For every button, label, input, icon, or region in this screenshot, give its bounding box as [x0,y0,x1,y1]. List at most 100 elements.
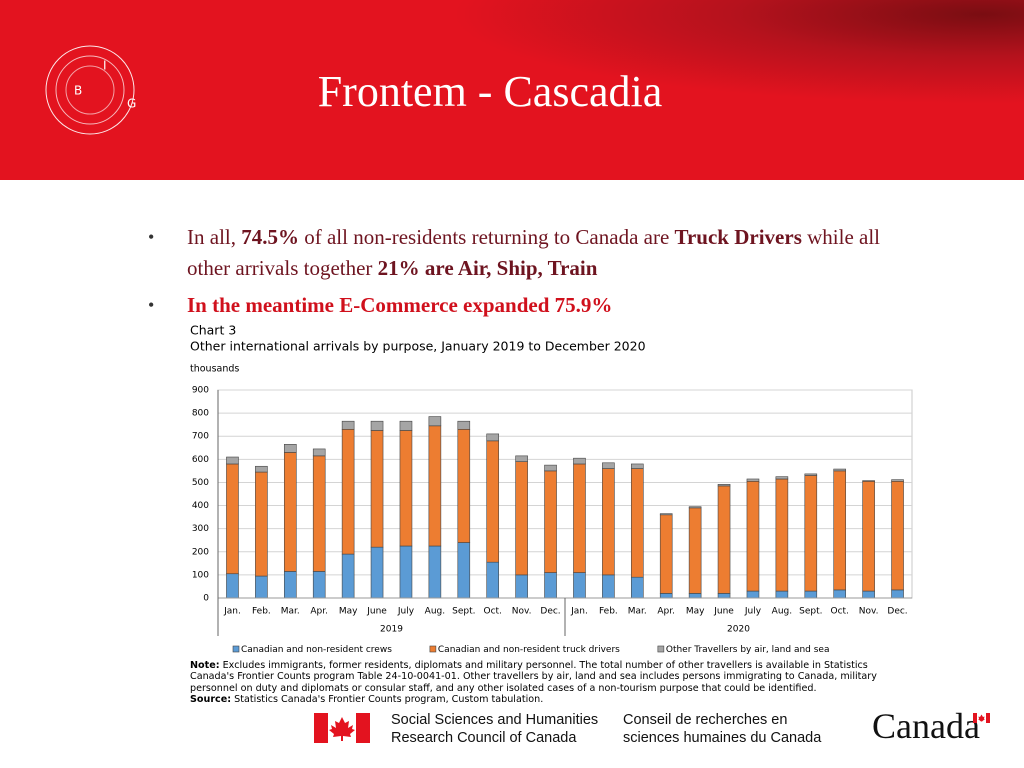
bullet-list: • In all, 74.5% of all non-residents retu… [148,222,908,327]
bar-segment [833,470,847,591]
bar-segment [602,574,615,599]
bar-segment [399,420,413,431]
bar-segment [399,430,413,547]
bar-segment [370,546,384,599]
x-tick-label: Nov. [512,607,532,617]
y-tick-label: 0 [203,594,209,604]
bullet-text: In all, [187,225,242,249]
bar-segment [688,506,702,509]
bar-segment [370,420,384,431]
bar-segment [312,448,326,457]
x-tick-label: Jan. [223,607,241,617]
bullet-dot: • [148,295,155,315]
chart-title: Chart 3 [190,323,236,338]
x-tick-label: July [397,607,415,617]
bar-segment [226,456,239,465]
bar-segment [544,464,557,472]
bar-segment [688,593,702,599]
legend-swatch [429,645,437,653]
y-tick-label: 200 [192,547,209,557]
bar-segment [717,483,731,487]
x-tick-label: June [713,607,734,617]
footer-line: Conseil de recherches en [623,712,788,728]
maple-leaf [978,714,985,722]
bar-segment [341,428,355,555]
bar-segment [688,507,702,594]
bullet: • In the meantime E-Commerce expanded 75.… [148,290,908,321]
x-tick-label: Sept. [452,607,475,617]
flag-bar [986,713,990,723]
x-group-label: 2019 [380,625,403,635]
note-text: Excludes immigrants, former residents, d… [190,660,877,694]
x-tick-label: Aug. [772,607,792,617]
footer-line: sciences humaines du Canada [623,730,822,746]
logo: B I G [45,45,136,135]
bar-segment [486,433,500,442]
bar-segment [862,480,875,592]
bar-segment [399,545,413,599]
bar-segment [862,590,875,599]
x-tick-label: Apr. [310,607,328,617]
x-tick-label: Feb. [252,607,271,617]
bullet: • In all, 74.5% of all non-residents retu… [148,222,908,284]
slide-title: Frontem - Cascadia [317,67,663,116]
note-label: Note: [190,660,220,671]
y-axis-unit: thousands [190,364,239,375]
bar-segment [659,593,673,599]
bar-segment [775,478,789,592]
bar-segment [457,542,471,599]
logo-letter: B [74,84,82,98]
bar-segment [457,428,471,543]
bullet-text: Truck Drivers [674,225,802,249]
y-tick-label: 300 [192,524,209,534]
maple-leaf [329,717,355,741]
bar-segment [891,480,904,591]
footer-line: Research Council of Canada [391,730,577,746]
legend-label: Other Travellers by air, land and sea [666,645,830,655]
bar-segment [255,471,268,577]
logo-letter: I [103,59,107,73]
source-label: Source: [190,694,232,706]
x-tick-label: Oct. [483,607,501,617]
bar-segment [833,468,847,472]
logo-ring [65,65,115,115]
bar-segment [833,589,847,599]
bar-segment [891,589,904,599]
bullet-text: 74.5% [241,225,299,249]
bar-segment [486,440,500,563]
wordmark-flag [973,713,990,723]
bar-segment [486,561,500,599]
bar-segment [891,479,904,482]
chart-subtitle: Other international arrivals by purpose,… [190,339,646,354]
bar-segment [862,480,875,482]
bar-segment [544,470,557,573]
bar-segment [341,553,355,599]
x-tick-label: Apr. [657,607,675,617]
bar-segment [630,468,644,578]
source-text: Statistics Canada's Frontier Counts prog… [234,694,544,706]
flag-bar [356,713,370,743]
flag-icon [314,713,370,743]
bar-segment [428,416,442,427]
bullet-text: 21% are Air, Ship, Train [377,256,598,280]
bar-segment [804,473,818,476]
bar-segment [746,480,760,592]
footer-line: Social Sciences and Humanities [391,712,599,728]
y-tick-label: 500 [192,478,209,488]
header-band: B I G Frontem - Cascadia [0,0,1024,180]
bar-segment [630,576,644,599]
x-tick-label: May [686,607,705,617]
bar-segment [428,545,442,599]
y-tick-label: 900 [192,386,209,396]
bar-segment [659,513,673,516]
bullet-text: In the meantime E-Commerce expanded 75.9… [187,293,613,317]
bar-segment [428,425,442,547]
x-tick-label: July [744,607,762,617]
bar-segment [312,571,326,599]
bar-segment [804,475,818,592]
sshrc-name: Social Sciences and Humanities Research … [391,711,598,747]
x-tick-label: May [339,607,358,617]
bar-segment [630,463,644,469]
bar-segment [255,575,268,599]
